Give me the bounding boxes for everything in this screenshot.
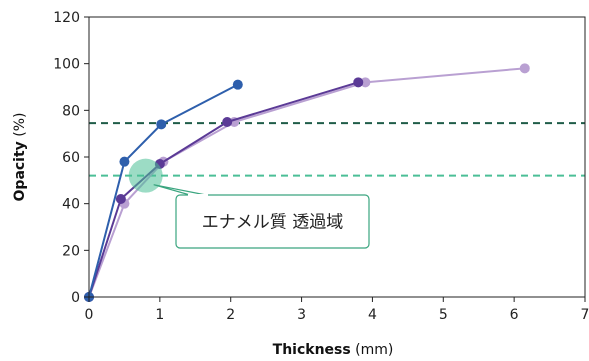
series-layer: [84, 63, 530, 302]
y-tick-label: 0: [71, 290, 80, 306]
y-tick-label: 60: [62, 150, 80, 166]
y-tick-label: 40: [62, 197, 80, 213]
annotation-box-gap: [188, 194, 208, 197]
y-tick-label: 80: [62, 103, 80, 119]
y-axis-title-bold: Opacity: [12, 141, 28, 201]
series-3-point: [519, 63, 530, 74]
series-2-point: [115, 194, 126, 204]
tick-labels: 0 1 2 3 4 5 6 7 0 20 40 60 80 100 120: [53, 10, 589, 323]
x-tick-label: 2: [226, 307, 235, 323]
reference-lines: [89, 122, 585, 177]
x-axis-title-bold: Thickness: [273, 342, 351, 358]
series-3-line: [88, 67, 525, 298]
y-tick-label: 120: [53, 10, 80, 26]
x-tick-label: 3: [297, 307, 306, 323]
series-1: [84, 79, 243, 302]
x-tick-label: 5: [439, 307, 448, 323]
series-1-point: [232, 79, 243, 90]
x-tick-label: 1: [155, 307, 164, 323]
x-tick-label: 4: [368, 307, 377, 323]
annotation-highlight: [128, 158, 163, 193]
annotation-pointer: [153, 184, 207, 196]
y-axis-title-unit: (%): [12, 113, 28, 142]
y-axis-title: Opacity (%): [12, 113, 28, 202]
annotation-box: [175, 194, 370, 249]
series-2-line: [88, 81, 359, 298]
series-2-point: [353, 77, 364, 88]
y-tick-label: 20: [62, 243, 80, 259]
x-tick-label: 7: [581, 307, 589, 323]
annotation-label: エナメル質 透過域: [202, 213, 343, 233]
series-2: [84, 77, 364, 302]
x-tick-label: 6: [510, 307, 519, 323]
series-1-point: [156, 119, 167, 130]
series-3-point: [360, 77, 371, 88]
series-2-point: [222, 117, 233, 127]
y-tick-label: 100: [53, 57, 80, 73]
annotation: エナメル質 透過域: [128, 158, 370, 249]
x-tick-label: 0: [85, 307, 94, 323]
x-axis-title-unit: (mm): [351, 342, 394, 358]
x-axis-title: Thickness (mm): [273, 342, 394, 358]
series-1-line: [88, 83, 239, 298]
series-1-point: [119, 156, 130, 167]
